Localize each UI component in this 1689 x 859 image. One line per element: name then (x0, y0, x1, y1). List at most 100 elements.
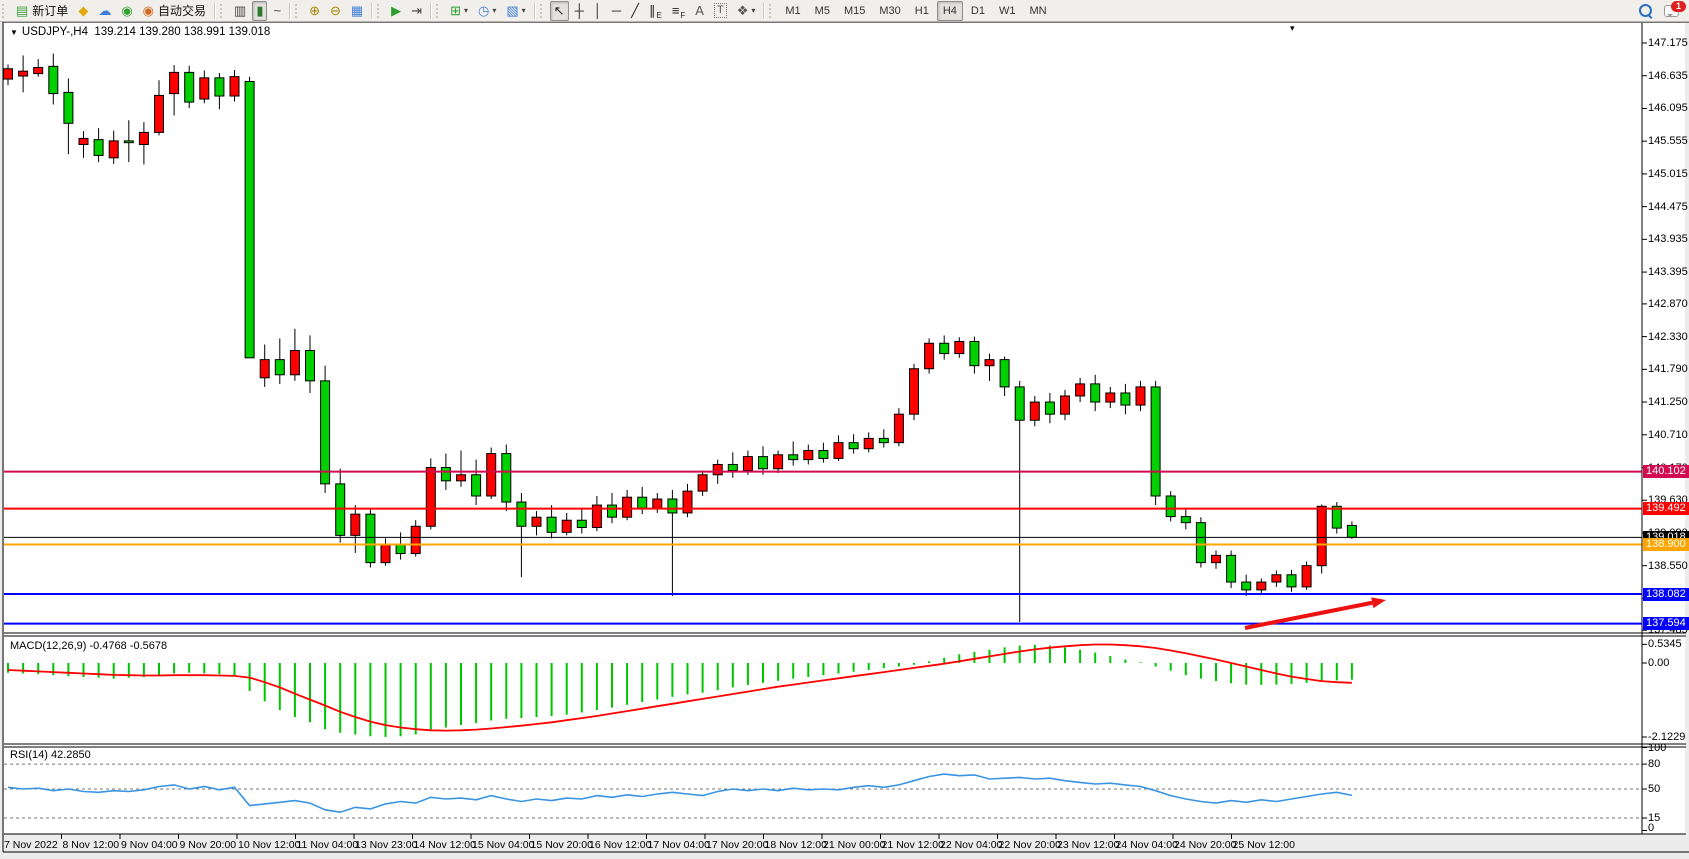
trendline-icon: ╱ (631, 3, 639, 18)
candle-body (1090, 383, 1101, 403)
horizontal-line-button[interactable]: ─ (608, 1, 625, 21)
candle-body (1271, 574, 1282, 583)
candle-body (878, 437, 889, 444)
indicators-button[interactable]: ⊞ ▾ (446, 1, 472, 21)
line-chart-button[interactable]: ~ (269, 1, 285, 21)
new-order-button[interactable]: ▤ 新订单 (12, 1, 72, 21)
candle-body (622, 496, 633, 518)
signals-icon-button[interactable]: ◉ (117, 1, 136, 21)
notification-badge: 1 (1671, 0, 1686, 12)
candle-body (138, 131, 149, 146)
timeframe-w1-button[interactable]: W1 (998, 4, 1016, 17)
chart-background (4, 23, 1685, 834)
zoom-out-icon: ⊖ (329, 3, 341, 18)
line-chart-icon: ~ (273, 3, 282, 18)
arrows-button[interactable]: ❖ ▾ (733, 1, 760, 21)
candle-body (18, 70, 29, 77)
tile-windows-button[interactable]: ▦ (347, 1, 367, 21)
templates-button[interactable]: ▧ ▾ (502, 1, 529, 21)
vertical-line-icon: │ (593, 3, 602, 18)
vertical-line-button[interactable]: │ (590, 1, 606, 21)
text-label-button[interactable]: T (710, 1, 731, 21)
text-label-icon: T (713, 3, 727, 18)
candle-body (1316, 505, 1327, 567)
candle-body (3, 68, 13, 80)
gold-icon-button[interactable]: ◆ (74, 1, 92, 21)
candle-body (471, 474, 482, 497)
zoom-in-icon: ⊕ (309, 3, 320, 18)
toolbar: ▤ 新订单 ◆ ☁ ◉ ◉ 自动交易 ▥ ▮ ~ ⊕ ⊖ ▦ ▶ ⇥ ⊞ ▾ ◷ ▾ ▧ ▾ ↖ ┼ │ ─ ╱ ∥ E ≡ F A T ❖ ▾ M… (0, 0, 1689, 22)
dropdown-caret-icon[interactable]: ▾ (751, 6, 756, 15)
crosshair-button[interactable]: ┼ (571, 1, 588, 21)
zoom-in-button[interactable]: ⊕ (305, 1, 324, 21)
candle-body (803, 450, 814, 461)
equidistant-channel-button[interactable]: ∥ E (645, 1, 666, 21)
candle-body (818, 450, 829, 459)
candle-body (576, 519, 587, 528)
candle-body (78, 137, 89, 146)
candle-body (1060, 395, 1070, 415)
chat-icon[interactable]: 1 (1664, 0, 1686, 17)
dropdown-caret-icon[interactable]: ▾ (521, 6, 526, 15)
candle-body (410, 525, 421, 555)
timeframe-m30-button[interactable]: M30 (879, 4, 901, 17)
timeframe-h1-button[interactable]: H1 (914, 4, 929, 17)
periods-icon: ◷ (478, 3, 490, 18)
timeframe-m15-button[interactable]: M15 (843, 4, 866, 17)
community-icon-button[interactable]: ☁ (94, 1, 115, 21)
templates-icon: ▧ (506, 3, 519, 18)
candlestick-chart-icon: ▮ (256, 3, 264, 18)
candle-body (999, 359, 1010, 388)
zoom-out-button[interactable]: ⊖ (326, 1, 345, 21)
candle-body (1075, 383, 1086, 397)
signals-icon-icon: ◉ (121, 3, 133, 18)
candle-body (712, 463, 723, 476)
candle-body (1331, 505, 1342, 529)
cursor-button[interactable]: ↖ (549, 0, 569, 21)
candle-body (501, 453, 512, 503)
candle-body (1029, 401, 1040, 421)
candle-body (1014, 386, 1025, 421)
dropdown-caret-icon[interactable]: ▾ (463, 6, 468, 15)
bar-chart-button[interactable]: ▥ (230, 1, 250, 21)
tile-windows-icon: ▦ (350, 3, 364, 18)
candle-body (274, 359, 285, 376)
text-button[interactable]: A (691, 1, 708, 21)
auto-scroll-button[interactable]: ▶ (387, 1, 405, 21)
candle-body (1195, 522, 1206, 564)
candle-body (244, 80, 255, 359)
timeframe-m5-button[interactable]: M5 (814, 4, 830, 17)
candle-body (1150, 386, 1161, 497)
auto-trading-button[interactable]: ◉ 自动交易 (139, 1, 210, 21)
dropdown-caret-icon[interactable]: ▾ (492, 6, 497, 15)
candle-body (1044, 401, 1055, 415)
text-icon: A (695, 3, 704, 18)
candle-body (1105, 392, 1116, 403)
candle-body (909, 368, 919, 415)
candle-body (742, 456, 753, 472)
candle-body (305, 350, 315, 382)
candle-body (456, 474, 466, 482)
chart-shift-button[interactable]: ⇥ (407, 1, 426, 21)
annotation-arrow-head[interactable] (1371, 597, 1386, 609)
timeframe-h4-button[interactable]: H4 (936, 0, 963, 21)
candle-body (1286, 574, 1297, 588)
fibonacci-button[interactable]: ≡ F (668, 1, 689, 21)
cursor-icon: ↖ (553, 3, 565, 18)
candle-body (1135, 386, 1146, 406)
auto-trading-icon: ◉ (142, 3, 154, 18)
candle-body (1226, 554, 1237, 583)
crosshair-icon: ┼ (574, 3, 584, 18)
search-icon[interactable] (1639, 4, 1652, 17)
annotation-arrow-line[interactable] (1244, 600, 1373, 630)
candle-body (848, 442, 859, 450)
candle-body (1241, 581, 1252, 591)
timeframe-mn-button[interactable]: MN (1029, 4, 1047, 17)
periods-button[interactable]: ◷ ▾ (474, 1, 500, 21)
timeframe-m1-button[interactable]: M1 (785, 4, 801, 17)
candlestick-chart-button[interactable]: ▮ (252, 0, 268, 21)
trendline-button[interactable]: ╱ (627, 1, 643, 21)
timeframe-d1-button[interactable]: D1 (970, 4, 985, 17)
candle-body (1120, 392, 1131, 406)
